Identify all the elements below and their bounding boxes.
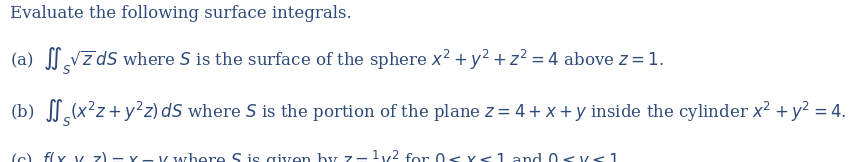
Text: (a)  $\iint_S \sqrt{z}\,dS$ where $S$ is the surface of the sphere $x^2 + y^2 + : (a) $\iint_S \sqrt{z}\,dS$ where $S$ is … [10, 45, 665, 76]
Text: Evaluate the following surface integrals.: Evaluate the following surface integrals… [10, 5, 352, 22]
Text: (b)  $\iint_S (x^2z + y^2z)\,dS$ where $S$ is the portion of the plane $z = 4 + : (b) $\iint_S (x^2z + y^2z)\,dS$ where $S… [10, 97, 847, 128]
Text: (c)  $f(x, y, z) = x - y$ where $S$ is given by $z = \frac{1}{2}y^2$ for $0 \leq: (c) $f(x, y, z) = x - y$ where $S$ is gi… [10, 149, 625, 162]
